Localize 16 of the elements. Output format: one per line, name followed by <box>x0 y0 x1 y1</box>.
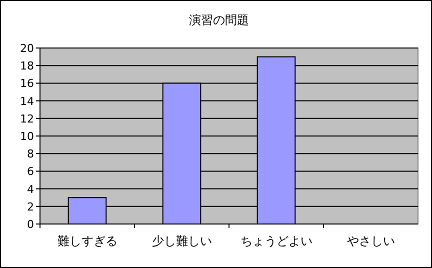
chart-title: 演習の問題 <box>189 13 249 27</box>
y-tick-label: 16 <box>20 77 34 90</box>
y-tick-label: 8 <box>27 148 34 161</box>
y-tick-label: 18 <box>20 60 34 73</box>
y-tick-label: 2 <box>27 200 34 214</box>
y-tick-label: 20 <box>20 42 34 55</box>
y-tick-label: 10 <box>20 130 34 143</box>
y-tick-label: 14 <box>20 94 34 108</box>
y-tick-label: 0 <box>27 218 34 231</box>
x-tick-label: 少し難しい <box>152 234 212 248</box>
x-tick-label: やさしい <box>346 234 395 248</box>
y-tick-label: 6 <box>27 165 34 178</box>
x-tick-label: 難しすぎる <box>57 234 118 248</box>
y-tick-label: 4 <box>27 182 34 196</box>
y-tick-label: 12 <box>20 112 34 126</box>
x-tick-label: ちょうどよい <box>240 234 312 248</box>
